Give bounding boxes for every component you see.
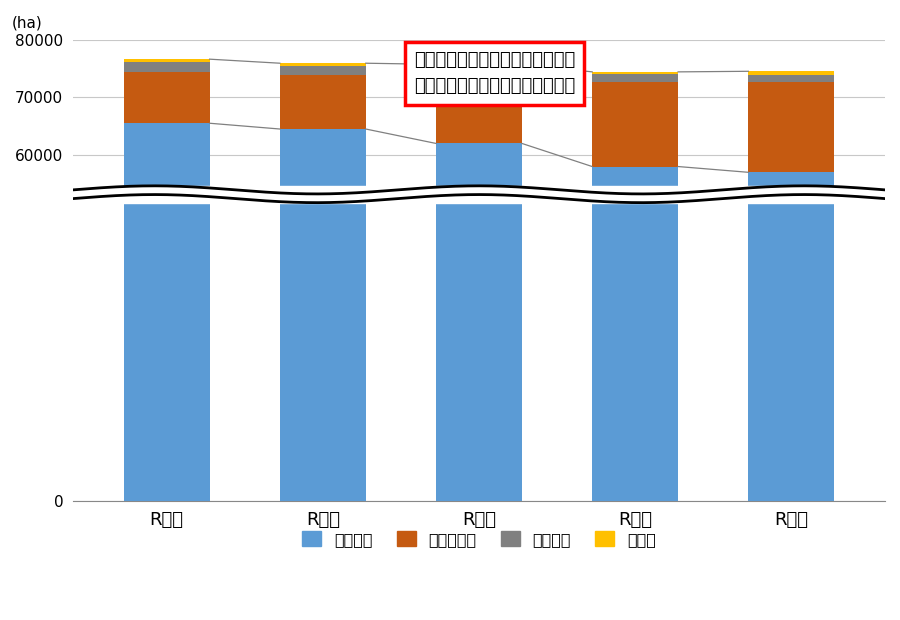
Legend: 主食用米, 新規需要米, 加工用米, 備蓄米: 主食用米, 新規需要米, 加工用米, 備蓄米: [296, 525, 662, 554]
Bar: [592, 72, 678, 74]
Bar: [749, 75, 834, 82]
Bar: [749, 172, 834, 502]
Bar: [436, 69, 522, 79]
Bar: [123, 123, 210, 502]
Bar: [592, 82, 678, 167]
Bar: [280, 76, 365, 129]
Bar: [123, 73, 210, 123]
Bar: [592, 74, 678, 82]
Bar: [436, 143, 522, 502]
Text: 主食用米から輸出用米や飼料用米
などに作付転換が進んでいます！: 主食用米から輸出用米や飼料用米 などに作付転換が進んでいます！: [414, 51, 575, 95]
Text: (ha): (ha): [12, 16, 43, 30]
Bar: [123, 62, 210, 73]
Bar: [73, 186, 885, 203]
Bar: [749, 82, 834, 172]
Bar: [436, 79, 522, 143]
Bar: [749, 71, 834, 75]
Bar: [436, 64, 522, 69]
Bar: [280, 66, 365, 76]
Bar: [592, 167, 678, 502]
Bar: [280, 129, 365, 502]
Bar: [280, 63, 365, 66]
Bar: [123, 59, 210, 62]
